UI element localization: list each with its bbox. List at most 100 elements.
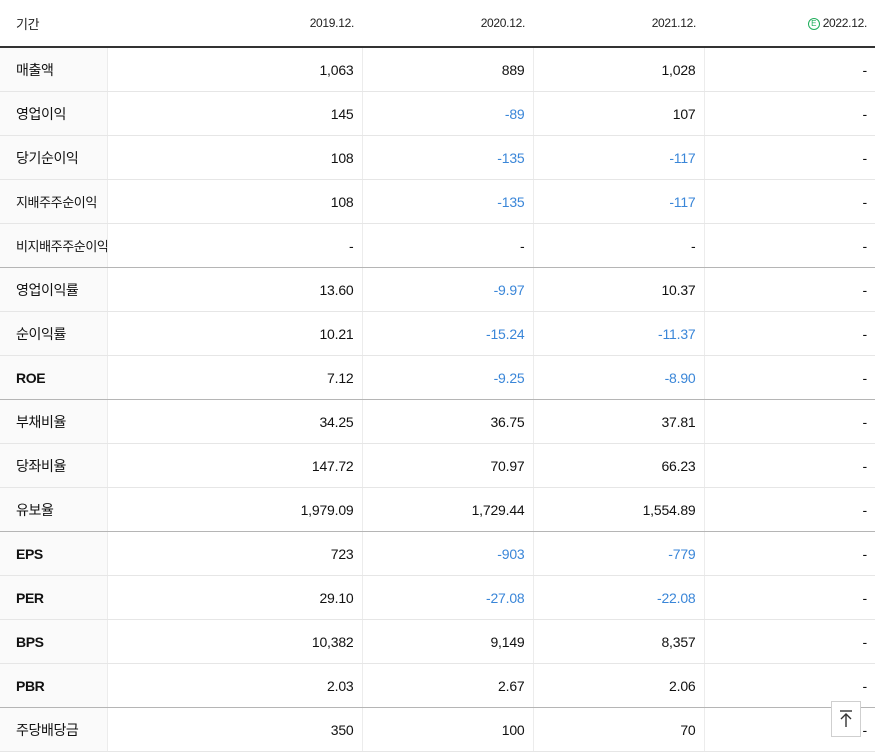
cell-value: -	[704, 575, 875, 620]
cell-value: -	[704, 135, 875, 180]
table-row: 비지배주주순이익 - - - -	[0, 223, 875, 268]
cell-value: -	[704, 355, 875, 400]
column-header-2022: E 2022.12.	[704, 0, 875, 48]
cell-value: 2.03	[107, 663, 363, 708]
estimate-badge-icon: E	[807, 18, 820, 30]
row-label: 당좌비율	[0, 443, 108, 488]
column-header-2019: 2019.12.	[107, 0, 362, 48]
table-row: 순이익률 10.21 -15.24 -11.37 -	[0, 311, 875, 356]
cell-value: -	[704, 223, 875, 268]
cell-value: -89	[362, 91, 534, 136]
cell-value: 29.10	[107, 575, 363, 620]
table-row: BPS 10,382 9,149 8,357 -	[0, 619, 875, 664]
cell-value: 13.60	[107, 267, 363, 312]
cell-value: -135	[362, 179, 534, 224]
table-row: 매출액 1,063 889 1,028 -	[0, 47, 875, 92]
column-header-2021: 2021.12.	[533, 0, 704, 48]
row-label: ROE	[0, 355, 108, 400]
row-label: EPS	[0, 531, 108, 576]
row-label: 주당배당금	[0, 707, 108, 752]
table-row: 당기순이익 108 -135 -117 -	[0, 135, 875, 180]
cell-value: -779	[533, 531, 705, 576]
cell-value: 1,729.44	[362, 487, 534, 532]
cell-value: 145	[107, 91, 363, 136]
table-row: PER 29.10 -27.08 -22.08 -	[0, 575, 875, 620]
cell-value: -27.08	[362, 575, 534, 620]
arrow-up-to-top-icon	[840, 710, 852, 727]
cell-value: 723	[107, 531, 363, 576]
row-label: BPS	[0, 619, 108, 664]
cell-value: -117	[533, 179, 705, 224]
cell-value: 1,063	[107, 47, 363, 92]
cell-value: 100	[362, 707, 534, 752]
cell-value: 66.23	[533, 443, 705, 488]
cell-value: 1,979.09	[107, 487, 363, 532]
row-label: 비지배주주순이익	[0, 223, 108, 268]
cell-value: 9,149	[362, 619, 534, 664]
column-header-2022-label: 2022.12.	[822, 16, 868, 30]
cell-value: -22.08	[533, 575, 705, 620]
row-label: PER	[0, 575, 108, 620]
cell-value: -	[704, 47, 875, 92]
cell-value: -9.97	[362, 267, 534, 312]
cell-value: -	[704, 663, 875, 708]
cell-value: 147.72	[107, 443, 363, 488]
row-label: 지배주주순이익	[0, 179, 108, 224]
scroll-to-top-button[interactable]	[831, 701, 861, 737]
cell-value: -	[362, 223, 534, 268]
cell-value: 2.06	[533, 663, 705, 708]
cell-value: 34.25	[107, 399, 363, 444]
cell-value: -11.37	[533, 311, 705, 356]
cell-value: 1,028	[533, 47, 705, 92]
cell-value: -8.90	[533, 355, 705, 400]
header-row: 기간 2019.12. 2020.12. 2021.12. E 2022.12.	[0, 0, 875, 48]
row-label: 영업이익률	[0, 267, 108, 312]
table-row: 주당배당금 350 100 70 -	[0, 707, 875, 752]
table-row: 영업이익 145 -89 107 -	[0, 91, 875, 136]
table-row: EPS 723 -903 -779 -	[0, 531, 875, 576]
cell-value: 2.67	[362, 663, 534, 708]
cell-value: 10.37	[533, 267, 705, 312]
cell-value: -	[704, 91, 875, 136]
cell-value: -	[704, 619, 875, 664]
table-row: 지배주주순이익 108 -135 -117 -	[0, 179, 875, 224]
cell-value: -9.25	[362, 355, 534, 400]
cell-value: -	[704, 487, 875, 532]
cell-value: -	[704, 267, 875, 312]
cell-value: -	[704, 531, 875, 576]
cell-value: 70	[533, 707, 705, 752]
row-label: 영업이익	[0, 91, 108, 136]
cell-value: 7.12	[107, 355, 363, 400]
cell-value: 37.81	[533, 399, 705, 444]
cell-value: -	[704, 399, 875, 444]
row-label: 유보율	[0, 487, 108, 532]
table-row: 당좌비율 147.72 70.97 66.23 -	[0, 443, 875, 488]
table-row: 부채비율 34.25 36.75 37.81 -	[0, 399, 875, 444]
row-label: 부채비율	[0, 399, 108, 444]
row-label: 순이익률	[0, 311, 108, 356]
cell-value: -	[533, 223, 705, 268]
cell-value: -	[704, 443, 875, 488]
table-row: PBR 2.03 2.67 2.06 -	[0, 663, 875, 708]
table-row: 영업이익률 13.60 -9.97 10.37 -	[0, 267, 875, 312]
cell-value: 107	[533, 91, 705, 136]
table-row: 유보율 1,979.09 1,729.44 1,554.89 -	[0, 487, 875, 532]
cell-value: 889	[362, 47, 534, 92]
cell-value: -	[704, 311, 875, 356]
period-header: 기간	[0, 0, 107, 48]
cell-value: 10.21	[107, 311, 363, 356]
cell-value: 10,382	[107, 619, 363, 664]
column-header-2020: 2020.12.	[362, 0, 533, 48]
cell-value: 1,554.89	[533, 487, 705, 532]
cell-value: -135	[362, 135, 534, 180]
cell-value: -117	[533, 135, 705, 180]
cell-value: 8,357	[533, 619, 705, 664]
row-label: PBR	[0, 663, 108, 708]
cell-value: 70.97	[362, 443, 534, 488]
cell-value: -	[704, 179, 875, 224]
table-row: ROE 7.12 -9.25 -8.90 -	[0, 355, 875, 400]
row-label: 매출액	[0, 47, 108, 92]
cell-value: -	[107, 223, 363, 268]
cell-value: 350	[107, 707, 363, 752]
